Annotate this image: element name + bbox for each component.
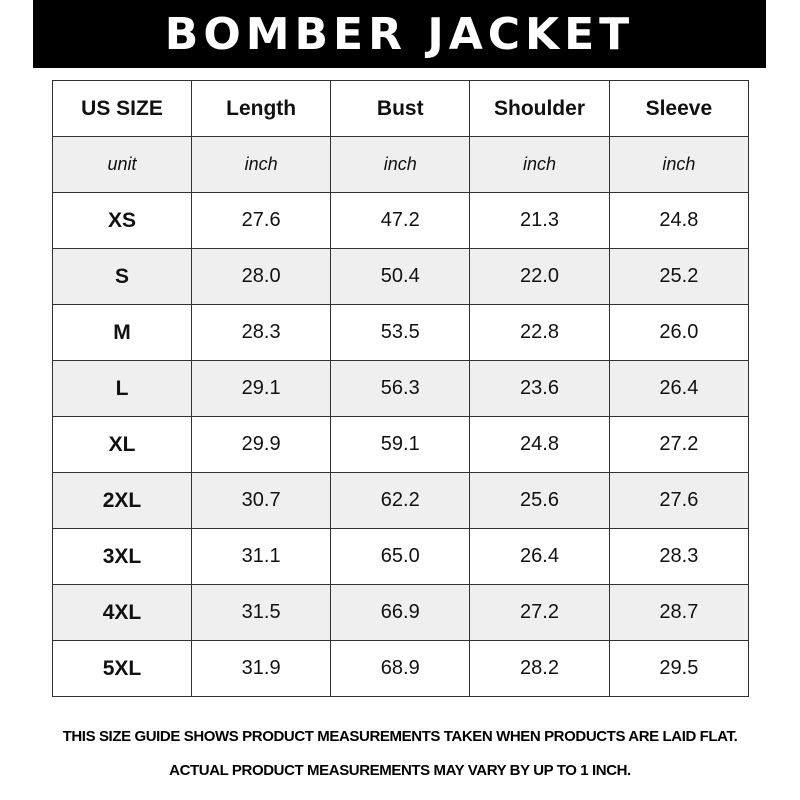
unit-row: unit inch inch inch inch — [52, 136, 750, 193]
table-cell: 21.3 — [469, 192, 610, 249]
table-cell: 28.2 — [469, 640, 610, 697]
size-cell: S — [52, 248, 192, 305]
table-cell: 30.7 — [190, 472, 332, 529]
table-cell: 65.0 — [330, 528, 471, 585]
size-cell: XL — [52, 416, 192, 473]
size-cell: XS — [52, 192, 192, 249]
size-cell: unit — [52, 136, 192, 193]
table-cell: 26.4 — [469, 528, 610, 585]
table-cell: 31.5 — [190, 584, 332, 641]
table-cell: 28.0 — [190, 248, 332, 305]
table-cell: 28.7 — [608, 584, 750, 641]
table-cell: 25.6 — [469, 472, 610, 529]
table-cell: 27.6 — [190, 192, 332, 249]
table-cell: 31.9 — [190, 640, 332, 697]
table-cell: 53.5 — [330, 304, 471, 361]
table-cell: 23.6 — [469, 360, 610, 417]
table-row: S 28.0 50.4 22.0 25.2 — [52, 248, 750, 305]
table-row: M 28.3 53.5 22.8 26.0 — [52, 304, 750, 361]
table-cell: 22.8 — [469, 304, 610, 361]
table-cell: 26.4 — [608, 360, 750, 417]
table-cell: inch — [330, 136, 471, 193]
table-cell: 28.3 — [190, 304, 332, 361]
table-cell: 66.9 — [330, 584, 471, 641]
table-cell: 59.1 — [330, 416, 471, 473]
table-cell: 26.0 — [608, 304, 750, 361]
table-row: 3XL 31.1 65.0 26.4 28.3 — [52, 528, 750, 585]
table-cell: inch — [469, 136, 610, 193]
header-row: US SIZE Length Bust Shoulder Sleeve — [52, 80, 750, 137]
table-cell: 27.2 — [469, 584, 610, 641]
footer-note-2: ACTUAL PRODUCT MEASUREMENTS MAY VARY BY … — [169, 762, 631, 779]
table-cell: 47.2 — [330, 192, 471, 249]
table-cell: 25.2 — [608, 248, 750, 305]
table-cell: Shoulder — [469, 80, 610, 137]
size-cell: 4XL — [52, 584, 192, 641]
table-cell: Length — [190, 80, 332, 137]
table-cell: 22.0 — [469, 248, 610, 305]
table-cell: Bust — [330, 80, 471, 137]
table-cell: 62.2 — [330, 472, 471, 529]
table-cell: 31.1 — [190, 528, 332, 585]
table-cell: Sleeve — [608, 80, 750, 137]
table-cell: inch — [608, 136, 750, 193]
table-row: XL 29.9 59.1 24.8 27.2 — [52, 416, 750, 473]
page-title: BOMBER JACKET — [164, 8, 635, 60]
table-cell: 24.8 — [608, 192, 750, 249]
size-cell: 3XL — [52, 528, 192, 585]
table-row: XS 27.6 47.2 21.3 24.8 — [52, 192, 750, 249]
table-cell: 29.9 — [190, 416, 332, 473]
table-cell: 28.3 — [608, 528, 750, 585]
table-cell: 27.6 — [608, 472, 750, 529]
size-cell: 2XL — [52, 472, 192, 529]
title-banner: BOMBER JACKET — [33, 0, 766, 68]
size-cell: L — [52, 360, 192, 417]
size-cell: 5XL — [52, 640, 192, 697]
table-row: 2XL 30.7 62.2 25.6 27.6 — [52, 472, 750, 529]
table-cell: 29.5 — [608, 640, 750, 697]
footer-note-1: THIS SIZE GUIDE SHOWS PRODUCT MEASUREMEN… — [62, 728, 738, 745]
table-row: 5XL 31.9 68.9 28.2 29.5 — [52, 640, 750, 697]
table-cell: 56.3 — [330, 360, 471, 417]
table-row: 4XL 31.5 66.9 27.2 28.7 — [52, 584, 750, 641]
table-cell: 27.2 — [608, 416, 750, 473]
table-cell: 68.9 — [330, 640, 471, 697]
size-cell: M — [52, 304, 192, 361]
table-cell: 50.4 — [330, 248, 471, 305]
table-cell: inch — [190, 136, 332, 193]
table-row: L 29.1 56.3 23.6 26.4 — [52, 360, 750, 417]
table-cell: 24.8 — [469, 416, 610, 473]
size-chart-table: US SIZE Length Bust Shoulder Sleeve unit inch i… — [52, 80, 750, 697]
table-cell: 29.1 — [190, 360, 332, 417]
size-cell: US SIZE — [52, 80, 192, 137]
